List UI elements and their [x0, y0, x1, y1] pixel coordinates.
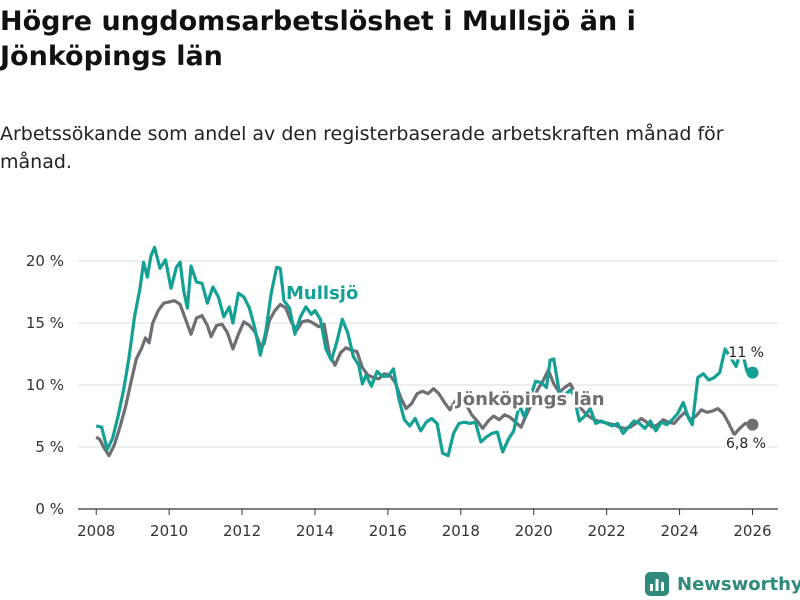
x-tick-label: 2014: [296, 522, 334, 540]
x-tick-label: 2026: [733, 522, 771, 540]
x-tick-label: 2012: [223, 522, 261, 540]
x-tick-label: 2020: [515, 522, 553, 540]
end-value-label-jonkopings-lan: 6,8 %: [726, 436, 766, 452]
x-tick-label: 2024: [660, 522, 698, 540]
end-value-label-mullsjo-halo: 11 %: [728, 345, 764, 361]
series-label-mullsjo: Mullsjö: [286, 283, 358, 304]
x-tick-label: 2022: [588, 522, 626, 540]
x-tick-label: 2010: [150, 522, 188, 540]
x-tick-label: 2016: [369, 522, 407, 540]
bar-chart-icon: [645, 572, 669, 596]
end-marker-mullsjo: [746, 366, 759, 379]
end-value-label-mullsjo: 11 %: [728, 345, 764, 361]
y-tick-label: 20 %: [26, 252, 64, 270]
end-marker-jonkopings-lan: [746, 418, 759, 431]
brand-logo: Newsworthy: [645, 568, 800, 600]
brand-name: Newsworthy: [677, 573, 800, 595]
y-tick-label: 0 %: [35, 500, 64, 518]
series-label-mullsjo-halo: Mullsjö: [286, 283, 358, 304]
series-label-jonkopings-lan: Jönköpings län: [454, 389, 605, 410]
series-layer: [95, 245, 759, 458]
x-tick-label: 2008: [77, 522, 115, 540]
y-tick-label: 5 %: [35, 438, 64, 456]
end-value-label-jonkopings-lan-halo: 6,8 %: [726, 436, 766, 452]
x-tick-label: 2018: [442, 522, 480, 540]
y-tick-label: 15 %: [26, 314, 64, 332]
y-tick-label: 10 %: [26, 376, 64, 394]
chart-subtitle: Arbetssökande som andel av den registerb…: [0, 123, 724, 173]
chart-title: Högre ungdomsarbetslöshet i Mullsjö än i…: [0, 6, 636, 72]
series-line-mullsjo: [95, 245, 753, 458]
series-line-jonkopings-lan: [95, 299, 753, 458]
series-label-jonkopings-lan-halo: Jönköpings län: [454, 389, 605, 410]
